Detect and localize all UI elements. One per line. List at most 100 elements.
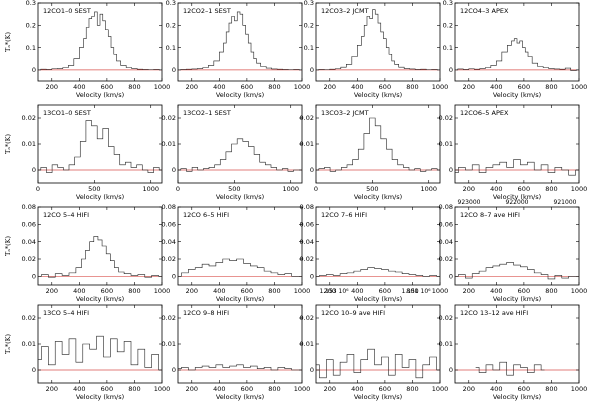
x-tick-label: 800 (406, 287, 418, 295)
x-tick-label: 1000 (571, 185, 588, 193)
y-tick-label: 0.06 (22, 221, 36, 229)
panel-8: 200 400 600 800 1000 0 0.02 0.04 0.06 0.08 Velocit… (4, 203, 170, 303)
panel-title: 12CO2–1 SEST (183, 7, 231, 15)
x-tick-label: 800 (545, 385, 557, 393)
x-tick-label: 400 (73, 385, 85, 393)
x-tick-label: 200 (186, 385, 198, 393)
panel-frame (454, 206, 580, 286)
x-tick-label: 800 (268, 385, 280, 393)
panel-4: 0 500 1000 0 0.01 0.02 Velocity (km/s) Tₐ*(K) 13… (4, 104, 163, 201)
y-tick-label: 0 (172, 366, 176, 374)
x-axis-label: Velocity (km/s) (76, 91, 124, 99)
x-tick-label: 1000 (154, 385, 171, 393)
x-tick-label: 200 (46, 385, 58, 393)
y-tick-label: 0.2 (443, 21, 453, 29)
y-tick-label: 0 (449, 166, 453, 174)
panel-title: 12CO 9–8 HIFI (183, 309, 229, 317)
x-tick-label: 1000 (154, 287, 171, 295)
x-tick-label: 200 (324, 287, 336, 295)
y-tick-label: 0.02 (300, 114, 314, 122)
x-tick-label: 200 (463, 83, 475, 91)
panel-frame (177, 206, 303, 286)
panel-12: 200 400 600 800 1000 0 0.01 0.02 Velocity (km/s)… (4, 304, 171, 401)
x-axis-label: Velocity (km/s) (493, 393, 541, 401)
y-axis-label: Tₐ*(K) (4, 134, 12, 154)
x-tick-label: 800 (128, 385, 140, 393)
panel-0: 200 400 600 800 1000 0 0.1 0.2 0.3 Velocity (km/s… (4, 0, 170, 99)
x-tick-label: 0 (176, 185, 180, 193)
x-tick-label: 400 (490, 287, 502, 295)
panel-title: 12CO4–3 APEX (460, 7, 509, 15)
panel-title: 12CO6–5 APEX (460, 109, 509, 117)
x-tick-label: 600 (241, 83, 253, 91)
x-tick-label: 400 (213, 83, 225, 91)
x-tick-label: 1000 (571, 83, 588, 91)
x-tick-label: 800 (545, 83, 557, 91)
x-tick-label: 800 (545, 185, 557, 193)
y-tick-label: 0 (32, 273, 36, 281)
y-tick-label: 0 (449, 66, 453, 74)
panel-title: 13CO 5–4 HIFI (43, 309, 89, 317)
x-tick-label: 200 (46, 287, 58, 295)
y-tick-label: 0.01 (300, 140, 314, 148)
x-axis-label: Velocity (km/s) (354, 295, 402, 303)
panel-frame (177, 2, 303, 82)
y-tick-label: 0.02 (300, 255, 314, 263)
y-tick-label: 0.01 (22, 340, 36, 348)
spectrum-line (38, 11, 162, 71)
panel-title: 12CO 13–12 ave HIFI (460, 309, 528, 317)
x-tick-label: 200 (463, 287, 475, 295)
y-tick-label: 0.3 (443, 0, 453, 7)
y-tick-label: 0.08 (300, 203, 314, 211)
x-tick-label: 1000 (294, 385, 311, 393)
spectrum-line (316, 9, 440, 71)
spectrum-line (316, 348, 440, 379)
x-tick-label: 400 (490, 185, 502, 193)
spectrum-line (178, 11, 302, 71)
x-tick-label: 200 (463, 185, 475, 193)
panel-6: 0 500 1000 0 0.01 0.02 Velocity (km/s) 13CO3–2 … (300, 104, 441, 201)
spectrum-line (38, 236, 162, 278)
y-tick-label: 0 (449, 273, 453, 281)
y-tick-label: 0.02 (162, 114, 176, 122)
x-tick-label: 800 (268, 287, 280, 295)
y-tick-label: 0 (310, 66, 314, 74)
x-axis-label: Velocity (km/s) (76, 193, 124, 201)
y-tick-label: 0.1 (304, 44, 314, 52)
y-tick-label: 0.2 (304, 21, 314, 29)
y-tick-label: 0.04 (300, 238, 314, 246)
y-tick-label: 0.04 (22, 238, 36, 246)
x-tick-label: 400 (490, 83, 502, 91)
spectrum-line (455, 38, 579, 71)
panel-title: 13CO3–2 JCMT (321, 109, 369, 117)
y-tick-label: 0.08 (439, 203, 453, 211)
y-tick-label: 0.04 (439, 238, 453, 246)
x-tick-label: 1000 (432, 385, 449, 393)
y-tick-label: 0.01 (22, 140, 36, 148)
y-tick-label: 0.02 (22, 314, 36, 322)
x-tick-label: 400 (73, 83, 85, 91)
y-tick-label: 0.02 (22, 114, 36, 122)
y-tick-label: 0.3 (166, 0, 176, 7)
x-axis-label: Velocity (km/s) (493, 91, 541, 99)
y-tick-label: 0.1 (26, 44, 36, 52)
y-tick-label: 0.02 (162, 255, 176, 263)
x-tick-label: 600 (241, 385, 253, 393)
y-tick-label: 0 (32, 66, 36, 74)
y-tick-label: 0.08 (22, 203, 36, 211)
x-tick-label: 800 (128, 83, 140, 91)
y-tick-label: 0.01 (162, 140, 176, 148)
y-tick-label: 0.1 (166, 44, 176, 52)
y-tick-label: 0 (310, 273, 314, 281)
y-tick-label: 0.08 (162, 203, 176, 211)
panel-frame (37, 206, 163, 286)
y-tick-label: 0 (32, 366, 36, 374)
y-tick-label: 0.01 (439, 140, 453, 148)
spectrum-line (178, 364, 302, 371)
panel-9: 200 400 600 800 1000 0 0.02 0.04 0.06 0.08 Velocit… (162, 203, 311, 303)
x-tick-label: 200 (324, 385, 336, 393)
x-tick-label: 200 (186, 83, 198, 91)
y-tick-label: 0 (32, 166, 36, 174)
x-tick-label: 600 (379, 83, 391, 91)
frequency-annotation: 922000 (506, 199, 529, 206)
